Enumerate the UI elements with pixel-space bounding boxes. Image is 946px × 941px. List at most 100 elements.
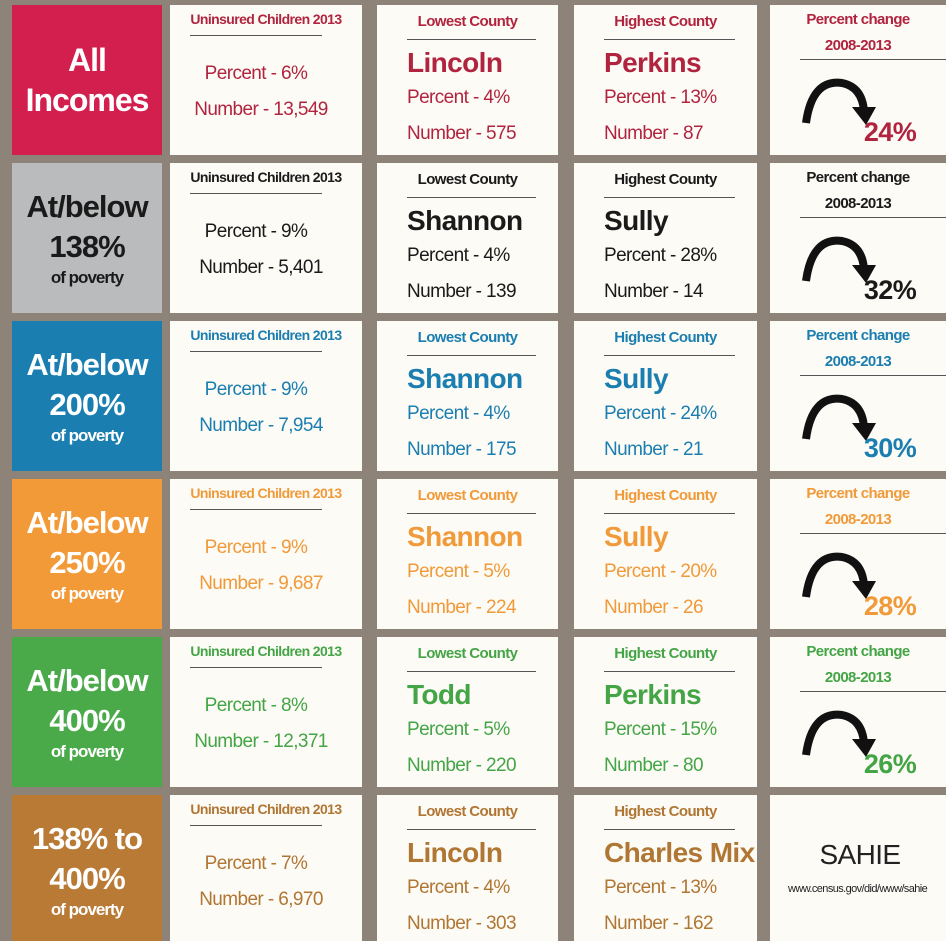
rule <box>604 829 735 830</box>
heading: Highest County <box>614 487 717 504</box>
number: Number - 7,954 <box>199 415 323 436</box>
change-cell: Percent change 2008-2013 30% <box>770 321 946 471</box>
number: Number - 139 <box>407 281 517 302</box>
heading: Uninsured Children 2013 <box>190 327 342 343</box>
heading: Uninsured Children 2013 <box>190 643 342 659</box>
percent: Percent - 13% <box>604 877 717 898</box>
number: Number - 80 <box>604 755 704 776</box>
heading: 2008-2013 <box>824 195 892 212</box>
number: Number - 220 <box>407 755 517 776</box>
heading: Lowest County <box>417 487 518 504</box>
county: Shannon <box>407 205 523 236</box>
county: Perkins <box>604 679 702 710</box>
county: Lincoln <box>407 47 503 78</box>
county: Shannon <box>407 363 523 394</box>
label-line: of poverty <box>50 742 124 761</box>
heading: Uninsured Children 2013 <box>190 169 342 185</box>
rule <box>190 825 322 826</box>
change-cell: SAHIE www.census.gov/did/www/sahie <box>770 795 946 941</box>
label-line: 200% <box>49 387 125 422</box>
rule <box>407 355 536 356</box>
lowest-cell: Lowest County Lincoln Percent - 4% Number -… <box>377 795 558 941</box>
number: Number - 5,401 <box>199 257 323 278</box>
number: Number - 6,970 <box>199 889 323 910</box>
percent: Percent - 4% <box>407 87 510 108</box>
highest-cell: Highest County Charles Mix Percent - 13% Nu… <box>574 795 757 941</box>
label-line: 138% to <box>31 821 143 856</box>
label-line: of poverty <box>50 268 124 287</box>
percent: Percent - 5% <box>407 561 510 582</box>
number: Number - 224 <box>407 597 517 618</box>
rule <box>800 691 946 692</box>
number: Number - 87 <box>604 123 704 144</box>
label-line: At/below <box>26 663 148 698</box>
change-value: 32% <box>863 275 917 305</box>
label-line: 250% <box>49 545 125 580</box>
heading: Uninsured Children 2013 <box>190 801 342 817</box>
rule <box>190 35 322 36</box>
highest-cell: Highest County Sully Percent - 20% Number -… <box>574 479 757 629</box>
percent: Percent - 4% <box>407 877 510 898</box>
rule <box>604 39 735 40</box>
percent: Percent - 4% <box>407 403 510 424</box>
highest-cell: Highest County Perkins Percent - 15% Number… <box>574 637 757 787</box>
number: Number - 14 <box>604 281 704 302</box>
highest-cell: Highest County Sully Percent - 24% Number -… <box>574 321 757 471</box>
number: Number - 21 <box>604 439 704 460</box>
label-line: of poverty <box>50 900 124 919</box>
percent: Percent - 9% <box>204 537 308 558</box>
heading: Lowest County <box>417 329 518 346</box>
source-title: SAHIE <box>819 839 901 870</box>
county: Perkins <box>604 47 702 78</box>
change-cell: Percent change 2008-2013 28% <box>770 479 946 629</box>
percent: Percent - 7% <box>204 853 308 874</box>
heading: Percent change <box>806 485 910 502</box>
heading: 2008-2013 <box>824 511 892 528</box>
rule <box>190 351 322 352</box>
percent: Percent - 9% <box>204 379 308 400</box>
label-line: All <box>68 42 107 78</box>
rule <box>407 39 536 40</box>
change-cell: Percent change 2008-2013 24% <box>770 5 946 155</box>
number: Number - 13,549 <box>194 99 328 120</box>
rule <box>604 197 735 198</box>
percent: Percent - 20% <box>604 561 717 582</box>
percent: Percent - 28% <box>604 245 717 266</box>
number: Number - 303 <box>407 913 517 934</box>
arrow-icon <box>802 394 876 441</box>
change-cell: Percent change 2008-2013 32% <box>770 163 946 313</box>
rule <box>190 667 322 668</box>
rule <box>407 829 536 830</box>
heading: Lowest County <box>417 13 518 30</box>
label-line: 400% <box>49 703 125 738</box>
heading: Lowest County <box>417 803 518 820</box>
number: Number - 575 <box>407 123 517 144</box>
county: Shannon <box>407 521 523 552</box>
label-line: 400% <box>49 861 125 896</box>
percent: Percent - 8% <box>204 695 308 716</box>
label-line: At/below <box>26 505 148 540</box>
number: Number - 26 <box>604 597 704 618</box>
change-value: 26% <box>863 749 917 779</box>
rule <box>407 197 536 198</box>
rule <box>190 509 322 510</box>
uninsured-cell: Uninsured Children 2013 Percent - 9% Numbe… <box>170 321 362 471</box>
change-cell: Percent change 2008-2013 26% <box>770 637 946 787</box>
rule <box>407 513 536 514</box>
row-label: At/below 250% of poverty <box>12 479 162 629</box>
label-line: At/below <box>26 347 148 382</box>
rule <box>800 533 946 534</box>
rule <box>604 671 735 672</box>
number: Number - 12,371 <box>194 731 328 752</box>
percent: Percent - 5% <box>407 719 510 740</box>
heading: 2008-2013 <box>824 353 892 370</box>
arrow-icon <box>802 236 876 283</box>
heading: Lowest County <box>417 171 518 188</box>
heading: Uninsured Children 2013 <box>190 485 342 501</box>
percent: Percent - 9% <box>204 221 308 242</box>
arrow-icon <box>802 710 876 757</box>
row-label: At/below 200% of poverty <box>12 321 162 471</box>
percent: Percent - 13% <box>604 87 717 108</box>
change-value: 28% <box>863 591 917 621</box>
label-line: of poverty <box>50 426 124 445</box>
